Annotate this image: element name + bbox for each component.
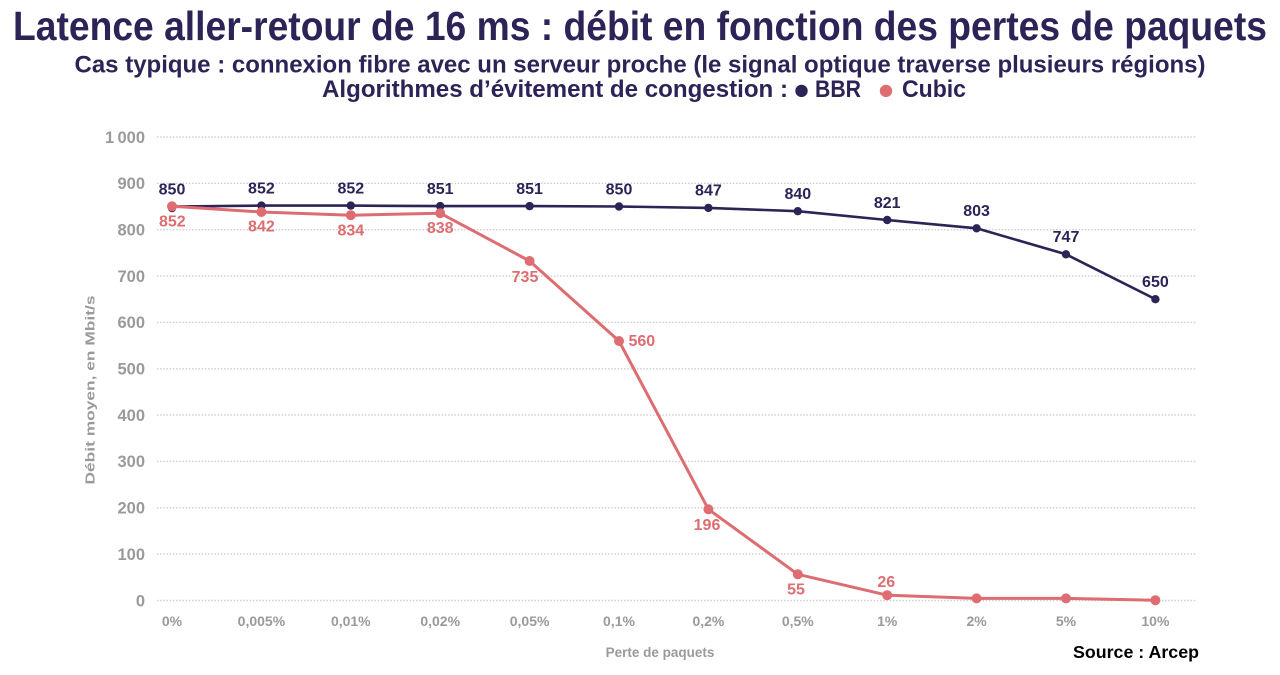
svg-text:0%: 0% <box>162 613 183 629</box>
svg-text:26: 26 <box>877 574 895 591</box>
svg-text:650: 650 <box>1142 274 1169 291</box>
svg-text:Source : Arcep: Source : Arcep <box>1073 642 1199 662</box>
svg-text:851: 851 <box>427 181 454 198</box>
svg-text:5%: 5% <box>1056 613 1077 629</box>
svg-text:840: 840 <box>784 186 811 203</box>
svg-text:Cubic: Cubic <box>902 76 966 103</box>
svg-text:2%: 2% <box>966 613 987 629</box>
svg-text:800: 800 <box>117 222 145 240</box>
svg-text:1%: 1% <box>877 613 898 629</box>
svg-text:700: 700 <box>117 268 145 286</box>
svg-text:500: 500 <box>117 361 145 379</box>
svg-text:0,05%: 0,05% <box>510 613 550 629</box>
svg-text:852: 852 <box>159 214 186 231</box>
svg-text:838: 838 <box>427 220 454 237</box>
svg-text:0,02%: 0,02% <box>420 613 460 629</box>
svg-text:100: 100 <box>117 546 145 564</box>
svg-text:852: 852 <box>248 180 275 197</box>
svg-text:900: 900 <box>117 175 145 193</box>
svg-text:747: 747 <box>1053 229 1080 246</box>
svg-text:196: 196 <box>694 517 721 534</box>
svg-text:0: 0 <box>136 592 145 610</box>
svg-text:560: 560 <box>629 333 656 350</box>
svg-text:821: 821 <box>874 195 901 212</box>
svg-text:0,005%: 0,005% <box>238 613 286 629</box>
svg-text:600: 600 <box>117 314 145 332</box>
svg-text:55: 55 <box>787 582 805 599</box>
svg-text:Algorithmes d’évitement de con: Algorithmes d’évitement de congestion : <box>322 76 788 103</box>
svg-text:Cas typique : connexion fibre: Cas typique : connexion fibre avec un se… <box>75 52 1206 79</box>
svg-text:1 000: 1 000 <box>105 129 145 147</box>
svg-text:Latence aller-retour de 16 ms: Latence aller-retour de 16 ms : débit en… <box>13 3 1267 49</box>
svg-text:BBR: BBR <box>815 76 861 103</box>
svg-text:0,2%: 0,2% <box>692 613 724 629</box>
svg-text:852: 852 <box>337 180 364 197</box>
svg-text:834: 834 <box>337 222 364 239</box>
svg-text:803: 803 <box>963 203 990 220</box>
svg-text:0,01%: 0,01% <box>331 613 371 629</box>
svg-text:0,1%: 0,1% <box>603 613 635 629</box>
svg-text:Débit moyen, en Mbit/s: Débit moyen, en Mbit/s <box>84 295 98 484</box>
svg-text:300: 300 <box>117 453 145 471</box>
svg-text:Perte de paquets: Perte de paquets <box>606 645 715 660</box>
svg-text:847: 847 <box>695 183 722 200</box>
svg-text:842: 842 <box>248 219 275 236</box>
svg-text:850: 850 <box>606 181 633 198</box>
svg-text:0,5%: 0,5% <box>782 613 814 629</box>
svg-text:200: 200 <box>117 500 145 518</box>
svg-text:10%: 10% <box>1141 613 1170 629</box>
svg-text:400: 400 <box>117 407 145 425</box>
svg-text:850: 850 <box>159 181 186 198</box>
svg-text:735: 735 <box>512 269 539 286</box>
svg-text:851: 851 <box>516 181 543 198</box>
